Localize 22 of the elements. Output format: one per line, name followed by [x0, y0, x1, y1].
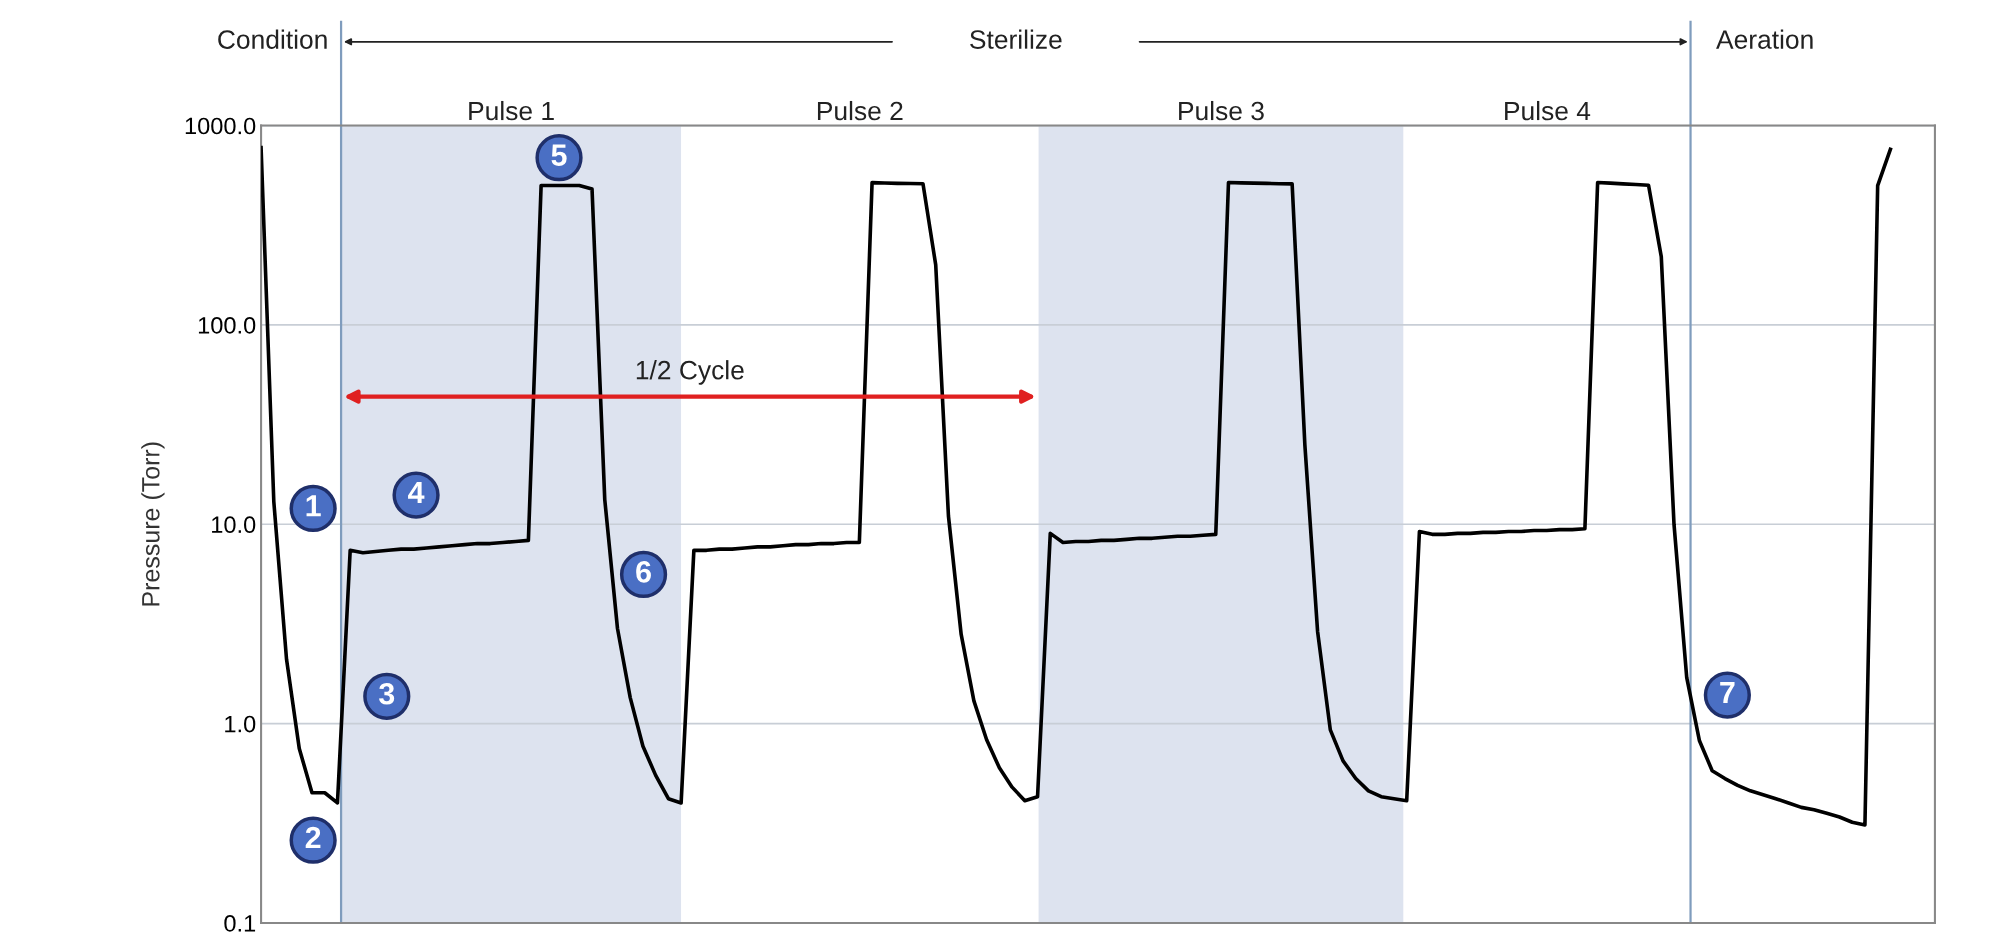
annotation: 3 [378, 682, 395, 705]
annotation: 5 [551, 144, 567, 166]
annotation: 6 [636, 561, 651, 583]
y-tick-label: 1000.0 [185, 117, 256, 135]
annotation: 7 [1720, 681, 1735, 703]
annotation: 1 [306, 495, 321, 517]
annotation: 2 [305, 826, 321, 849]
y-tick-label: 10.0 [212, 516, 256, 534]
text: Aeration [1716, 29, 1813, 49]
text: Pulse 2 [817, 100, 903, 121]
y-tick-label: 100.0 [198, 316, 256, 334]
annotation: 1/2 Cycle [636, 360, 744, 385]
line-series [261, 145, 1893, 827]
text: Pulse 1 [469, 100, 554, 121]
text: Pulse 4 [1505, 100, 1591, 121]
annotation: 4 [408, 482, 425, 504]
text: Pulse 3 [1179, 100, 1264, 121]
text: Sterilize [970, 29, 1062, 49]
y-axis-title: Pressure (Torr) [141, 442, 165, 606]
y-tick-label: 1.0 [225, 715, 256, 733]
text: Condition [218, 29, 327, 49]
y-tick-label: 0.1 [224, 915, 256, 932]
